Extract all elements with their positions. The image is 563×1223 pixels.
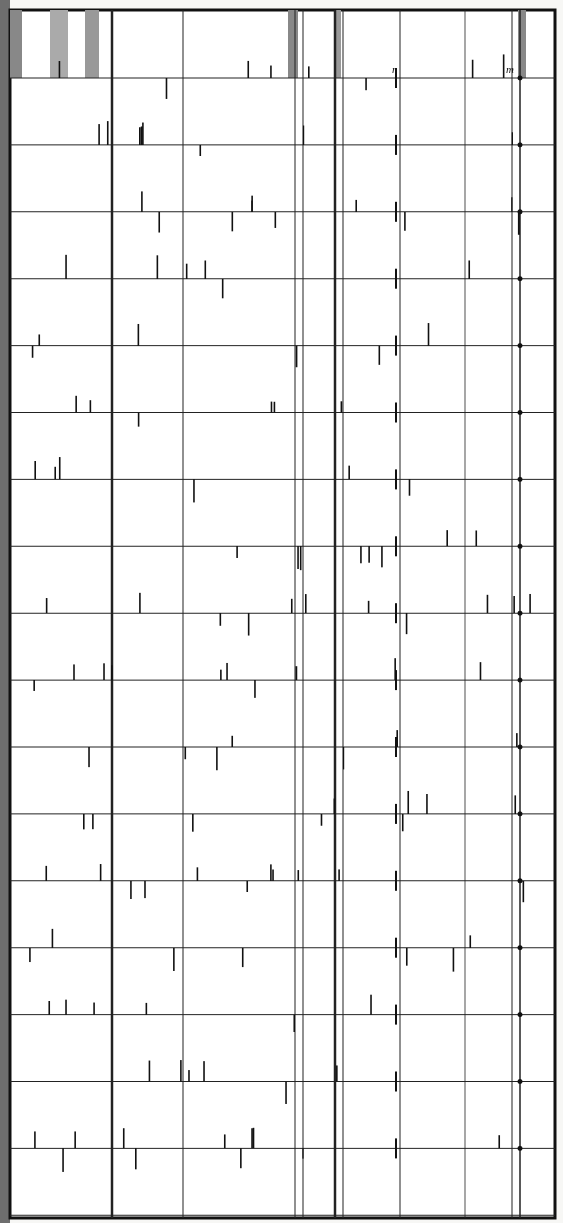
band-stripe <box>85 10 99 78</box>
spectral-dot <box>518 878 523 883</box>
line-label: m <box>506 64 514 76</box>
spectral-dot <box>518 276 523 281</box>
spectral-dot <box>518 811 523 816</box>
band-stripe <box>518 10 526 78</box>
page: n m (() => { const data = JSON.parse(doc… <box>0 0 563 1223</box>
spectral-dot <box>518 544 523 549</box>
spectral-dot <box>518 1079 523 1084</box>
spectral-dot <box>518 1146 523 1151</box>
spectral-dot <box>518 410 523 415</box>
spectral-dot <box>518 343 523 348</box>
spectral-dot <box>518 745 523 750</box>
spectral-dot <box>518 1012 523 1017</box>
plate-frame <box>10 10 555 1218</box>
band-stripe <box>288 10 298 78</box>
spectral-dot <box>518 678 523 683</box>
band-stripe <box>10 10 22 78</box>
spectral-plate: n m <box>0 0 563 1223</box>
spectral-dot <box>518 209 523 214</box>
spectral-dot <box>518 945 523 950</box>
spectral-dot <box>518 142 523 147</box>
spectral-dot <box>518 611 523 616</box>
spectral-dot <box>518 477 523 482</box>
spectral-dot <box>518 76 523 81</box>
